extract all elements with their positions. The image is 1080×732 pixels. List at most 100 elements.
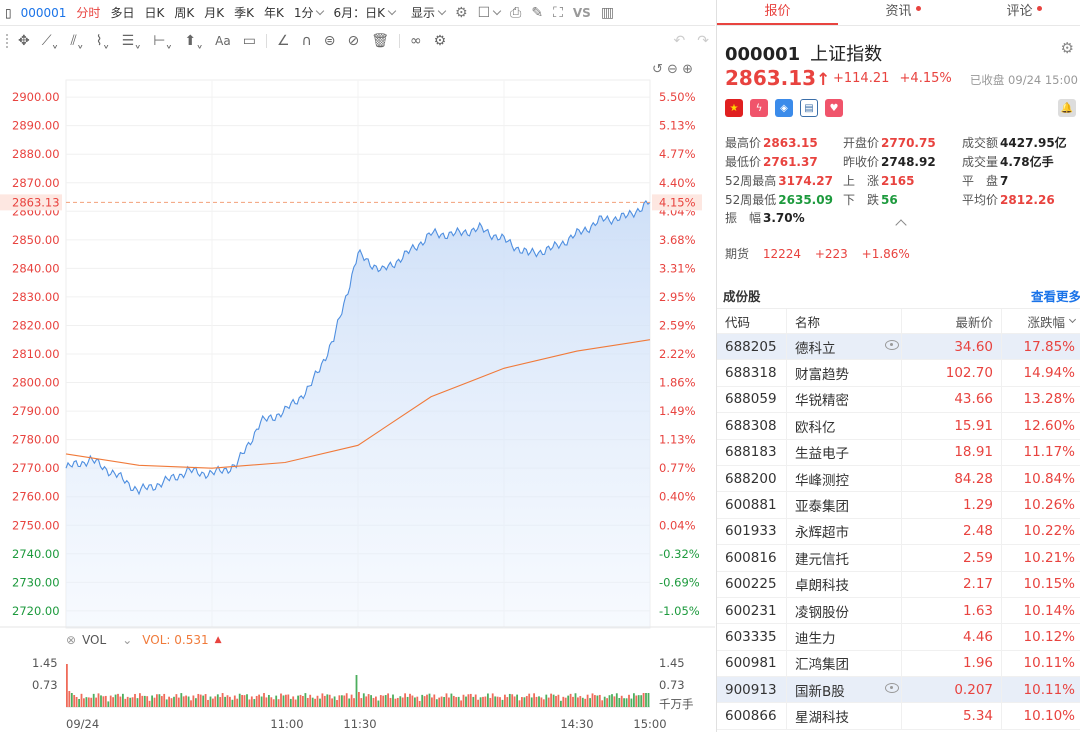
period-dropdown[interactable]: 1分	[289, 0, 329, 26]
reset-icon[interactable]: ↺	[652, 62, 663, 77]
header-pct[interactable]: 涨跌幅	[1002, 309, 1080, 333]
tab-quarterly-k[interactable]: 季K	[234, 6, 254, 20]
china-flag-icon[interactable]: ★	[725, 99, 743, 117]
table-row[interactable]: 603335 迪生力 4.46 10.12%	[717, 624, 1080, 651]
table-row[interactable]: 600816 建元信托 2.59 10.21%	[717, 545, 1080, 572]
link-icon[interactable]: ∞	[410, 33, 422, 49]
header-price[interactable]: 最新价	[902, 309, 1002, 333]
sync-icon[interactable]: ⊜	[323, 33, 336, 49]
range-icon[interactable]: ⊢ˬ	[153, 33, 173, 49]
adjust-dropdown[interactable]: 6月：日K	[328, 0, 400, 26]
channel-icon[interactable]: ⫽ˬ	[70, 33, 84, 49]
table-row[interactable]: 688318 财富趋势 102.70 14.94%	[717, 360, 1080, 387]
tab-yearly-k[interactable]: 年K	[263, 6, 284, 20]
line-icon[interactable]: ⟋ˬ	[41, 33, 59, 49]
index-name: 上证指数	[810, 44, 883, 65]
chart-canvas[interactable]: 2900.002890.002880.002870.002860.002850.…	[0, 56, 715, 732]
tab-comments[interactable]: 评论	[959, 0, 1080, 25]
table-row[interactable]: 600866 星湖科技 5.34 10.10%	[717, 703, 1080, 730]
hide-icon[interactable]: ⊘	[347, 33, 360, 49]
tab-daily-k[interactable]: 日K	[144, 6, 165, 20]
tab-monthly-k[interactable]: 月K	[204, 6, 225, 20]
table-row[interactable]: 688308 欧科亿 15.91 12.60%	[717, 413, 1080, 440]
tab-intraday[interactable]: 分时	[76, 6, 101, 20]
view-more-link[interactable]: 查看更多	[1030, 289, 1080, 304]
cell-pct-text: 12.60%	[1023, 417, 1075, 434]
fullscreen-icon[interactable]: ⛶	[553, 4, 563, 21]
change-value: +114.21	[833, 71, 890, 86]
tab-multiday[interactable]: 多日	[110, 6, 135, 20]
table-row[interactable]: 688205 德科立 34.60 17.85%	[717, 334, 1080, 361]
time-tick-label: 11:00	[270, 717, 303, 731]
vol-title[interactable]: VOL	[82, 633, 107, 647]
volume-bar	[182, 696, 185, 707]
grip-icon[interactable]	[6, 34, 12, 48]
tab-news[interactable]: 资讯	[838, 0, 959, 25]
bell-icon[interactable]: 🔔	[1058, 99, 1076, 117]
header-code[interactable]: 代码	[717, 309, 787, 333]
zoom-out-icon[interactable]: ⊖	[667, 62, 678, 77]
sidebar-toggle-icon[interactable]: ▯	[5, 5, 12, 20]
fib-icon[interactable]: ☰ˬ	[121, 33, 142, 49]
chevron-down-icon[interactable]: ⌄	[122, 633, 133, 647]
gear-icon[interactable]: ⚙	[1060, 39, 1074, 57]
move-icon[interactable]: ✥	[18, 33, 30, 49]
pen-icon[interactable]: ✎	[531, 4, 544, 21]
table-row[interactable]: 688183 生益电子 18.91 11.17%	[717, 439, 1080, 466]
tab-quote[interactable]: 报价	[717, 0, 838, 25]
gear-icon[interactable]: ⚙	[455, 4, 468, 21]
ruler-icon[interactable]: ∠	[276, 33, 290, 49]
table-row[interactable]: 900913 国新B股 0.207 10.11%	[717, 677, 1080, 704]
volume-bar	[238, 693, 241, 707]
trash-icon[interactable]: 🗑	[371, 33, 389, 49]
eye-icon[interactable]	[885, 340, 899, 350]
tab-weekly-k[interactable]: 周K	[174, 6, 195, 20]
futures-row[interactable]: 期货 12224 +223 +1.86%	[725, 245, 910, 262]
cell-price: 1.63	[902, 597, 1002, 624]
sort-icon[interactable]	[1068, 315, 1077, 324]
book-icon[interactable]: ▤	[800, 99, 818, 117]
table-row[interactable]: 600981 汇鸿集团 1.96 10.11%	[717, 650, 1080, 678]
eye-icon[interactable]	[885, 683, 899, 694]
volume-bar	[253, 699, 256, 707]
lightning-icon[interactable]: ϟ	[750, 99, 768, 117]
current-price-text: 2863.13	[12, 195, 60, 209]
table-row[interactable]: 688200 华峰测控 84.28 10.84%	[717, 465, 1080, 493]
tag-icon[interactable]: ◈	[775, 99, 793, 117]
compare-button[interactable]: VS	[572, 5, 591, 20]
table-row[interactable]: 601933 永辉超市 2.48 10.22%	[717, 518, 1080, 546]
volume-bar	[618, 697, 621, 707]
text-icon[interactable]: Aa	[215, 34, 231, 48]
heart-icon[interactable]: ♥	[825, 99, 843, 117]
volume-bar	[212, 698, 214, 707]
header-name[interactable]: 名称	[787, 309, 902, 333]
stat-value: 2770.75	[881, 136, 936, 150]
note-icon[interactable]: ▭	[242, 33, 256, 49]
stat-label: 开盘价	[843, 136, 880, 150]
intraday-chart[interactable]: 2900.00 2890.00 2880.00 2870.00 2860.00 2850.…	[0, 56, 715, 732]
undo-icon[interactable]: ↶	[673, 33, 686, 49]
display-dropdown[interactable]: 显示	[406, 0, 450, 26]
layout-icon[interactable]: ☐	[473, 0, 506, 26]
collapse-icon[interactable]	[895, 219, 907, 231]
table-row[interactable]: 600225 卓朗科技 2.17 10.15%	[717, 571, 1080, 598]
table-row[interactable]: 600231 凌钢股份 1.63 10.14%	[717, 597, 1080, 625]
settings-icon[interactable]: ⚙	[433, 33, 447, 49]
table-row[interactable]: 688059 华锐精密 43.66 13.28%	[717, 386, 1080, 414]
panel-toggle-icon[interactable]: ▥	[600, 4, 615, 21]
stat-value: 2635.09	[778, 193, 833, 207]
redo-icon[interactable]: ↷	[697, 33, 709, 49]
volume-bar	[348, 698, 351, 707]
volume-bar	[287, 694, 290, 707]
zoom-in-icon[interactable]: ⊕	[682, 62, 693, 77]
volume-bar	[479, 697, 482, 707]
volume-bar	[165, 699, 168, 707]
stock-code-label[interactable]: 000001	[20, 5, 67, 20]
wave-icon[interactable]: ⌇ˬ	[95, 33, 110, 49]
close-vol-icon[interactable]: ⊗	[66, 633, 77, 647]
volume-bar	[309, 694, 312, 707]
table-row[interactable]: 600881 亚泰集团 1.29 10.26%	[717, 492, 1080, 519]
arrow-up-icon[interactable]: ⬆ˬ	[184, 33, 204, 49]
magnet-icon[interactable]: ∩	[301, 33, 312, 49]
camera-icon[interactable]: ⎙	[510, 4, 522, 21]
